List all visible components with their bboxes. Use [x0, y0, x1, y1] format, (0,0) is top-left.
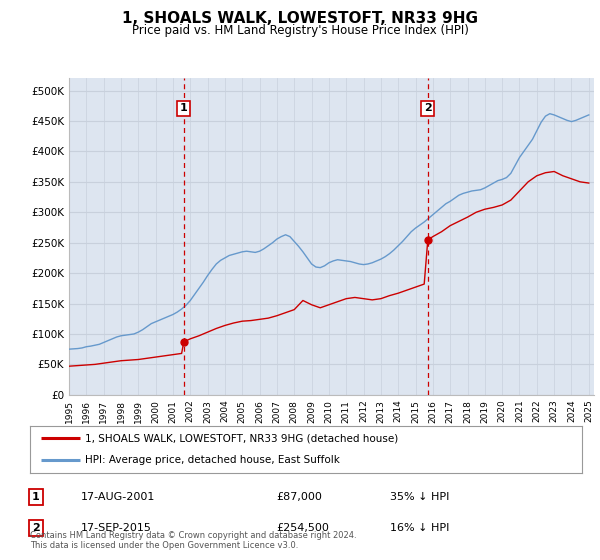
- Text: £87,000: £87,000: [276, 492, 322, 502]
- Text: 1, SHOALS WALK, LOWESTOFT, NR33 9HG (detached house): 1, SHOALS WALK, LOWESTOFT, NR33 9HG (det…: [85, 433, 398, 444]
- Text: 1, SHOALS WALK, LOWESTOFT, NR33 9HG: 1, SHOALS WALK, LOWESTOFT, NR33 9HG: [122, 11, 478, 26]
- Text: HPI: Average price, detached house, East Suffolk: HPI: Average price, detached house, East…: [85, 455, 340, 465]
- Text: 2: 2: [424, 104, 431, 114]
- Text: 17-SEP-2015: 17-SEP-2015: [81, 523, 152, 533]
- Text: 1: 1: [32, 492, 40, 502]
- Text: 2: 2: [32, 523, 40, 533]
- Text: Contains HM Land Registry data © Crown copyright and database right 2024.
This d: Contains HM Land Registry data © Crown c…: [30, 530, 356, 550]
- Text: Price paid vs. HM Land Registry's House Price Index (HPI): Price paid vs. HM Land Registry's House …: [131, 24, 469, 36]
- Text: 1: 1: [180, 104, 188, 114]
- Text: 17-AUG-2001: 17-AUG-2001: [81, 492, 155, 502]
- Text: £254,500: £254,500: [276, 523, 329, 533]
- Text: 16% ↓ HPI: 16% ↓ HPI: [390, 523, 449, 533]
- Text: 35% ↓ HPI: 35% ↓ HPI: [390, 492, 449, 502]
